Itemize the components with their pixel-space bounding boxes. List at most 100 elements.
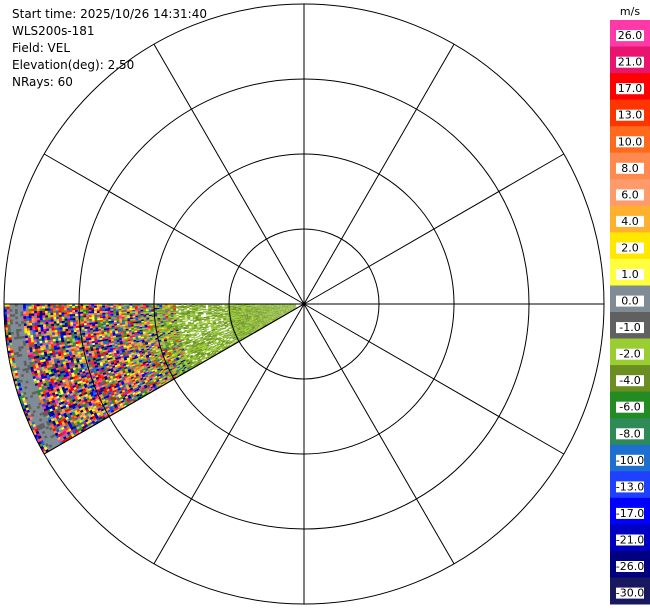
velocity-cell bbox=[267, 321, 270, 323]
velocity-cell bbox=[254, 320, 258, 323]
velocity-cell bbox=[236, 324, 240, 326]
velocity-cell bbox=[277, 312, 281, 314]
velocity-cell bbox=[138, 366, 142, 370]
velocity-cell bbox=[199, 334, 203, 336]
velocity-cell bbox=[242, 318, 246, 320]
velocity-cell bbox=[134, 372, 139, 376]
velocity-cell bbox=[165, 368, 170, 372]
velocity-cell bbox=[247, 315, 251, 317]
velocity-cell bbox=[263, 320, 267, 322]
velocity-cell bbox=[236, 317, 241, 319]
velocity-cell bbox=[272, 314, 276, 316]
velocity-cell bbox=[93, 349, 97, 353]
velocity-cell bbox=[229, 336, 233, 339]
velocity-cell bbox=[60, 354, 65, 358]
velocity-cell bbox=[260, 310, 264, 312]
velocity-cell bbox=[258, 313, 262, 315]
velocity-cell bbox=[236, 332, 240, 335]
velocity-cell bbox=[155, 378, 159, 381]
velocity-cell bbox=[172, 369, 176, 373]
velocity-cell bbox=[234, 319, 238, 321]
velocity-cell bbox=[135, 386, 139, 390]
velocity-cell bbox=[182, 359, 186, 362]
velocity-cell bbox=[206, 353, 211, 356]
velocity-cell bbox=[52, 354, 56, 358]
velocity-cell bbox=[95, 347, 99, 351]
velocity-cell bbox=[261, 313, 265, 315]
velocity-sector bbox=[3, 303, 305, 455]
velocity-cell bbox=[137, 378, 141, 382]
velocity-cell bbox=[110, 378, 115, 382]
velocity-cell bbox=[263, 312, 267, 314]
velocity-cell bbox=[181, 341, 185, 344]
velocity-cell bbox=[214, 318, 219, 320]
velocity-cell bbox=[252, 322, 256, 324]
velocity-cell bbox=[254, 325, 258, 328]
velocity-cell bbox=[236, 315, 240, 317]
velocity-cell bbox=[252, 328, 256, 331]
velocity-cell bbox=[115, 375, 119, 379]
velocity-cell bbox=[181, 357, 185, 360]
velocity-cell bbox=[255, 312, 259, 314]
velocity-cell bbox=[107, 378, 112, 382]
velocity-cell bbox=[236, 326, 240, 329]
velocity-cell bbox=[223, 336, 227, 339]
velocity-cell bbox=[262, 323, 266, 326]
velocity-cell bbox=[269, 319, 273, 322]
velocity-cell bbox=[166, 339, 170, 342]
velocity-cell bbox=[270, 314, 274, 317]
velocity-cell bbox=[188, 364, 192, 367]
velocity-cell bbox=[244, 324, 248, 327]
velocity-cell bbox=[282, 307, 286, 308]
velocity-cell bbox=[164, 352, 169, 355]
velocity-cell bbox=[174, 337, 178, 340]
velocity-cell bbox=[217, 350, 221, 353]
velocity-cell bbox=[238, 323, 242, 325]
velocity-cell bbox=[293, 307, 297, 309]
velocity-cell bbox=[24, 365, 28, 369]
velocity-cell bbox=[282, 307, 286, 309]
velocity-cell bbox=[135, 374, 139, 377]
velocity-cell bbox=[105, 379, 109, 383]
velocity-cell bbox=[65, 349, 69, 353]
velocity-cell bbox=[192, 348, 196, 351]
velocity-cell bbox=[218, 345, 222, 348]
velocity-cell bbox=[275, 313, 279, 315]
velocity-cell bbox=[215, 333, 220, 336]
velocity-cell bbox=[113, 340, 117, 343]
velocity-cell bbox=[10, 352, 14, 356]
velocity-cell bbox=[216, 334, 220, 336]
velocity-cell bbox=[235, 322, 239, 324]
velocity-cell bbox=[260, 320, 264, 322]
velocity-cell bbox=[277, 311, 281, 313]
velocity-cell bbox=[198, 360, 202, 364]
velocity-cell bbox=[261, 315, 265, 317]
velocity-cell bbox=[278, 312, 282, 315]
velocity-cell bbox=[49, 354, 54, 358]
velocity-cell bbox=[253, 330, 257, 332]
velocity-cell bbox=[282, 307, 286, 309]
velocity-cell bbox=[241, 322, 245, 324]
velocity-cell bbox=[291, 308, 294, 310]
velocity-cell bbox=[37, 362, 41, 366]
velocity-cell bbox=[258, 322, 262, 325]
velocity-cell bbox=[185, 344, 189, 347]
velocity-cell bbox=[205, 335, 209, 337]
velocity-cell bbox=[286, 310, 289, 312]
velocity-cell bbox=[162, 374, 167, 378]
velocity-cell bbox=[245, 333, 249, 336]
velocity-cell bbox=[278, 313, 282, 316]
velocity-cell bbox=[272, 319, 276, 321]
velocity-cell bbox=[29, 351, 34, 355]
velocity-cell bbox=[239, 314, 243, 316]
velocity-cell bbox=[139, 354, 144, 358]
velocity-cell bbox=[172, 356, 176, 359]
velocity-cell bbox=[147, 374, 151, 377]
velocity-cell bbox=[162, 346, 167, 349]
velocity-cell bbox=[238, 322, 242, 325]
velocity-cell bbox=[75, 357, 80, 361]
velocity-cell bbox=[176, 344, 180, 347]
velocity-cell bbox=[206, 319, 210, 322]
velocity-cell bbox=[33, 370, 38, 374]
velocity-cell bbox=[249, 320, 253, 322]
